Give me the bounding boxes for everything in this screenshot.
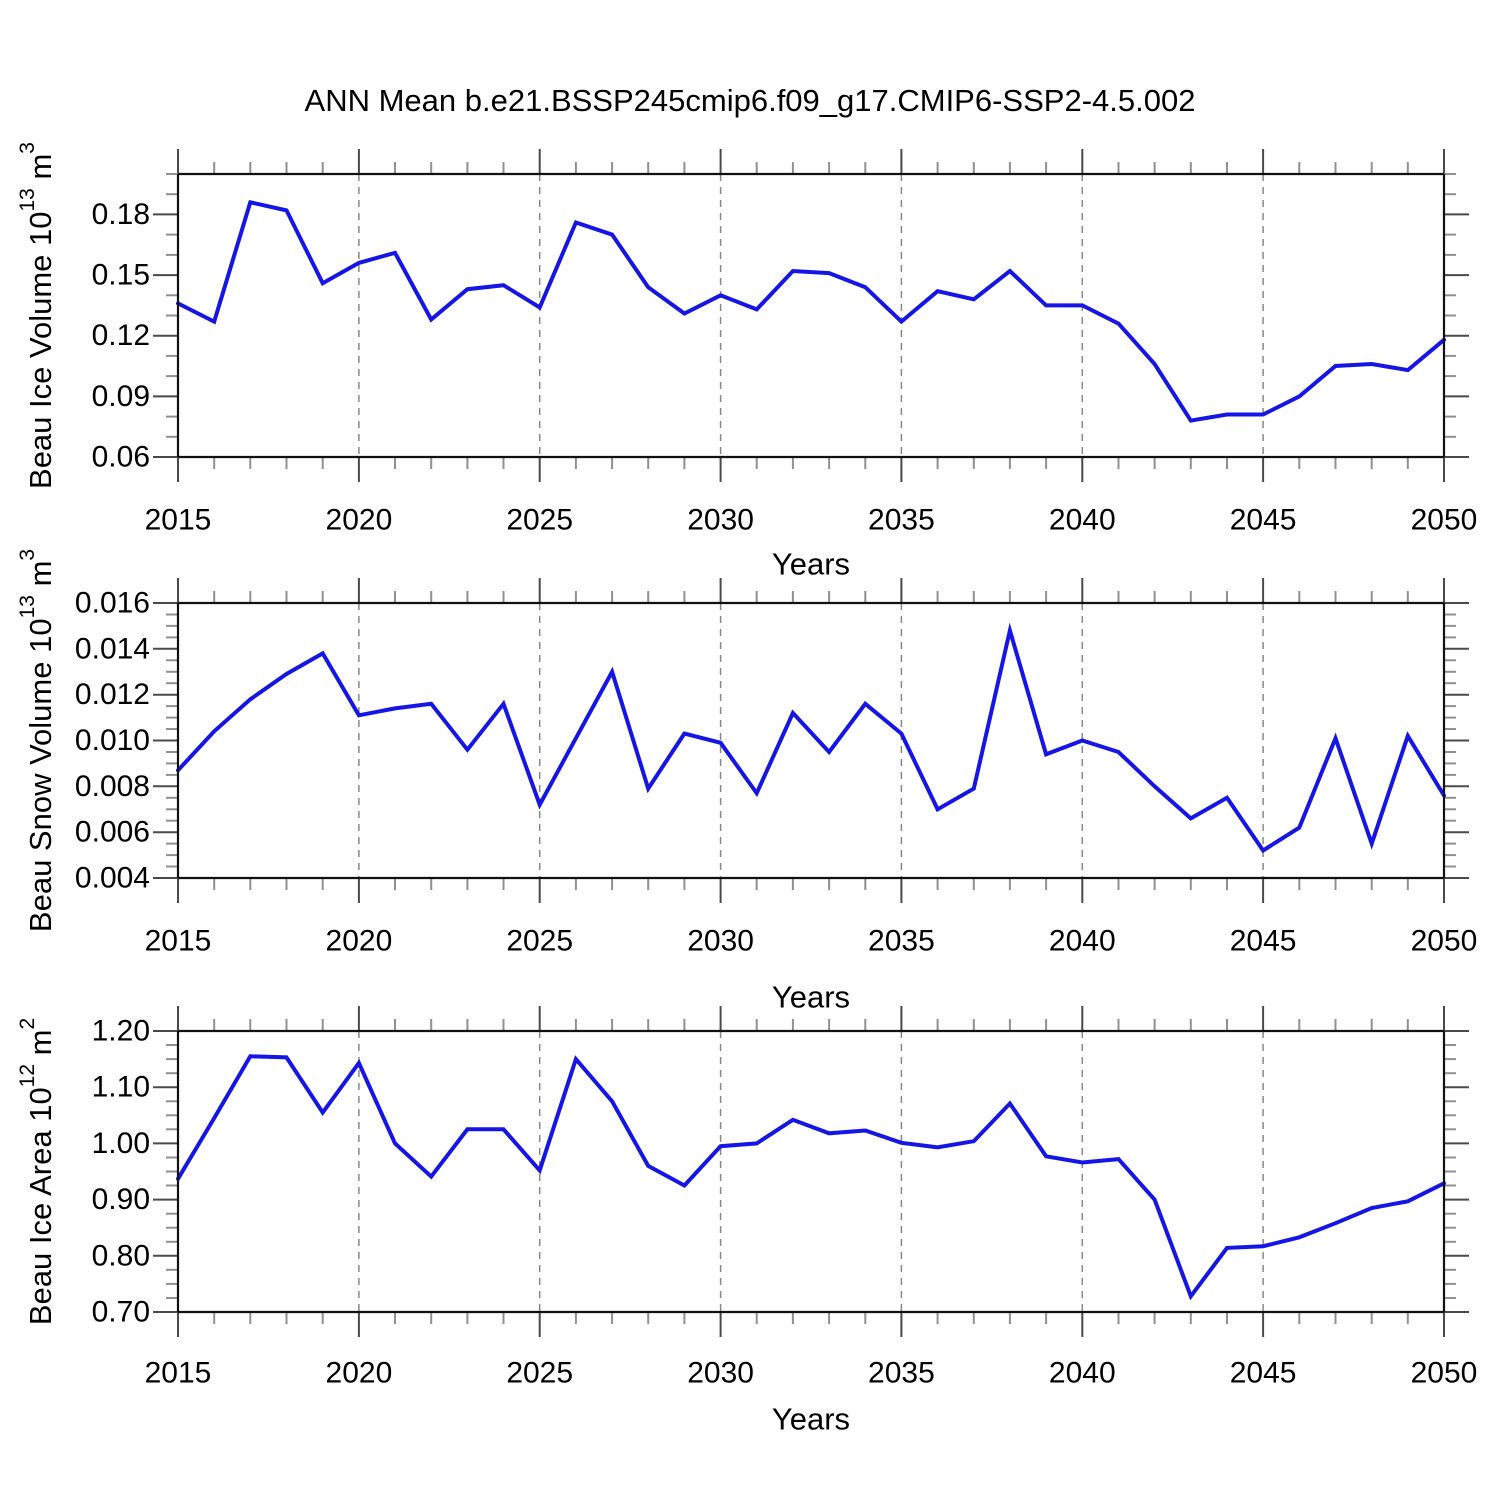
x-tick-label: 2045	[1230, 1357, 1297, 1390]
x-tick-label: 2015	[145, 1357, 212, 1390]
y-axis-title: Beau Ice Volume 1013 m3	[16, 142, 58, 489]
ice-volume-panel: 2015 2020 2025 2030 2035 2040 2045 2050 0.06 0.09…	[16, 142, 1478, 581]
y-tick-label: 0.90	[92, 1183, 150, 1216]
y-tick-label: 0.012	[75, 678, 150, 711]
y-tick-label: 1.00	[92, 1127, 150, 1160]
ice-volume-line	[176, 199, 1446, 423]
y-tick-label: 0.18	[92, 198, 150, 231]
y-tick-label: 0.010	[75, 724, 150, 757]
x-tick-label: 2025	[506, 1357, 573, 1390]
y-tick-label: 0.006	[75, 816, 150, 849]
x-tick-label: 2040	[1049, 504, 1116, 537]
y-axis-title: Beau Snow Volume 1013 m3	[16, 549, 58, 932]
x-tick-label: 2045	[1230, 504, 1297, 537]
x-tick-label: 2045	[1230, 925, 1297, 958]
x-tick-label: 2040	[1049, 925, 1116, 958]
ice-area-panel: 2015 2020 2025 2030 2035 2040 2045 2050 0.70 0.80…	[16, 1006, 1478, 1437]
snow-volume-line	[176, 622, 1446, 854]
x-tick-label: 2035	[868, 925, 935, 958]
y-tick-label: 0.80	[92, 1239, 150, 1272]
snow-volume-panel: 2015 2020 2025 2030 2035 2040 2045 2050 0.004 0.0…	[16, 549, 1478, 1015]
x-tick-label: 2030	[687, 925, 754, 958]
y-tick-label: 1.20	[92, 1015, 150, 1048]
y-axis-title: Beau Ice Area 1012 m2	[16, 1018, 58, 1325]
x-axis-title: Years	[772, 980, 850, 1015]
x-tick-label: 2050	[1411, 1357, 1478, 1390]
x-tick-label: 2025	[506, 504, 573, 537]
x-tick-label: 2050	[1411, 504, 1478, 537]
x-tick-label: 2035	[868, 504, 935, 537]
x-tick-label: 2025	[506, 925, 573, 958]
x-tick-label: 2030	[687, 504, 754, 537]
y-tick-label: 0.004	[75, 862, 150, 895]
x-tick-label: 2030	[687, 1357, 754, 1390]
y-tick-label: 0.70	[92, 1296, 150, 1329]
y-tick-label: 0.06	[92, 441, 150, 474]
x-tick-label: 2015	[145, 504, 212, 537]
y-tick-label: 0.15	[92, 259, 150, 292]
x-tick-label: 2015	[145, 925, 212, 958]
y-tick-label: 0.12	[92, 319, 150, 352]
y-tick-label: 0.09	[92, 380, 150, 413]
ice-area-line	[176, 1054, 1446, 1301]
x-tick-label: 2050	[1411, 925, 1478, 958]
y-tick-label: 1.10	[92, 1071, 150, 1104]
x-tick-label: 2020	[326, 925, 393, 958]
x-axis-title: Years	[772, 547, 850, 582]
x-axis-title: Years	[772, 1402, 850, 1437]
y-tick-label: 0.016	[75, 587, 150, 620]
x-tick-label: 2035	[868, 1357, 935, 1390]
y-tick-label: 0.014	[75, 632, 150, 665]
x-tick-label: 2020	[326, 1357, 393, 1390]
x-tick-label: 2020	[326, 504, 393, 537]
chart-title: ANN Mean b.e21.BSSP245cmip6.f09_g17.CMIP…	[304, 83, 1196, 118]
x-tick-label: 2040	[1049, 1357, 1116, 1390]
y-tick-label: 0.008	[75, 770, 150, 803]
